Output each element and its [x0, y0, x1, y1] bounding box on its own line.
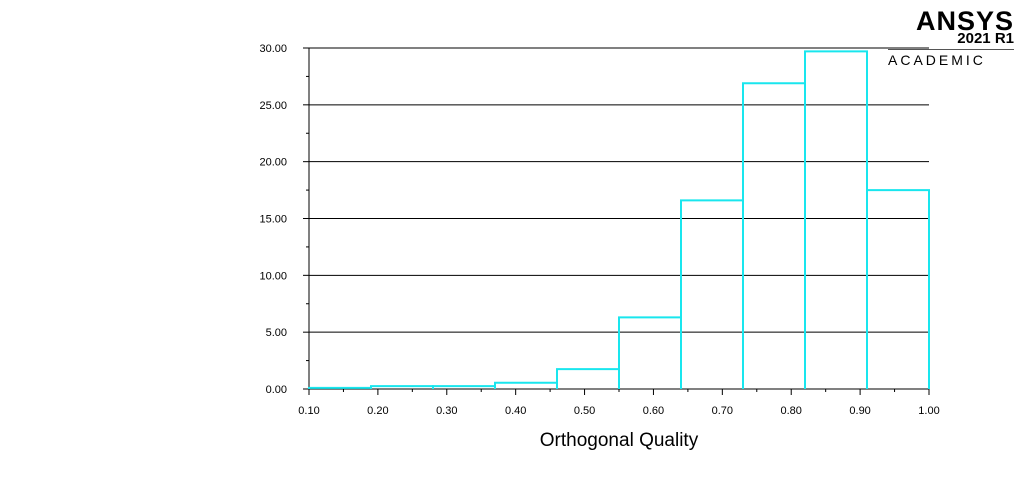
- y-tick-label: 20.00: [259, 157, 287, 169]
- histogram-bar: [742, 82, 806, 389]
- x-tick-label: 0.60: [643, 405, 664, 417]
- y-tick-label: 15.00: [259, 214, 287, 226]
- histogram-bar: [804, 50, 868, 389]
- y-tick-label: 0.00: [266, 384, 287, 396]
- histogram-bar: [866, 189, 930, 389]
- gridlines: [309, 47, 929, 333]
- x-tick-label: 0.70: [712, 405, 733, 417]
- x-tick-label: 0.50: [574, 405, 595, 417]
- y-tick-label: 25.00: [259, 100, 287, 112]
- histogram-bar: [680, 199, 744, 389]
- x-tick-label: 0.30: [436, 405, 457, 417]
- x-tick-label: 0.40: [505, 405, 526, 417]
- x-axis-title: Orthogonal Quality: [540, 430, 699, 451]
- histogram-bars: [308, 50, 930, 389]
- histogram-bar: [618, 316, 682, 389]
- logo-version: 2021 R1: [957, 30, 1014, 47]
- x-tick-label: 0.20: [367, 405, 388, 417]
- logo-brand: ANSYS: [915, 6, 1014, 36]
- logo-edition: ACADEMIC: [888, 52, 986, 68]
- y-tick-label: 5.00: [266, 327, 287, 339]
- y-tick-labels: 0.00 5.00 10.00 15.00 20.00 25.00 30.00: [259, 43, 287, 396]
- x-tick-label: 0.10: [298, 405, 319, 417]
- x-tick-labels: 0.10 0.20 0.30 0.40 0.50 0.60 0.70 0.80 0.90 1.00: [298, 405, 939, 417]
- x-tick-label: 0.80: [781, 405, 802, 417]
- x-tick-label: 1.00: [918, 405, 939, 417]
- histogram-bar: [308, 386, 372, 389]
- x-tick-label: 0.90: [849, 405, 870, 417]
- ansys-logo: ANSYS 2021 R1 ACADEMIC: [884, 6, 1024, 70]
- histogram-bar: [556, 368, 620, 389]
- y-tick-label: 30.00: [259, 43, 287, 55]
- logo-divider: [888, 49, 1014, 50]
- histogram-bar: [494, 381, 558, 389]
- axes: [303, 47, 930, 395]
- y-tick-label: 10.00: [259, 270, 287, 282]
